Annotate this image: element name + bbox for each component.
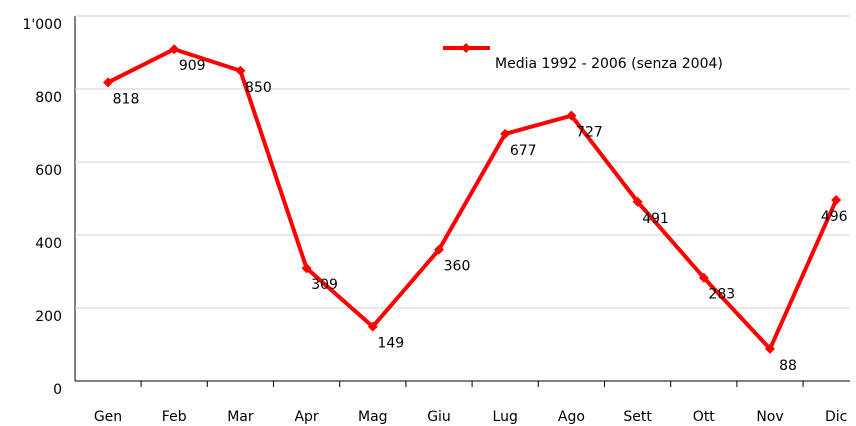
y-tick-label: 200 [35, 309, 62, 325]
marker [765, 343, 775, 354]
x-tick-label: Feb [162, 409, 187, 425]
data-label: 909 [179, 58, 206, 74]
marker [500, 128, 511, 139]
x-tick-label: Apr [294, 409, 318, 425]
x-tick-label: Ago [558, 409, 585, 425]
x-tick-label: Dic [825, 409, 847, 425]
x-tick-label: Mag [358, 409, 388, 425]
x-tick-label: Giu [427, 409, 451, 425]
x-tick-label: Nov [756, 409, 783, 425]
data-label: 309 [311, 277, 338, 293]
data-label: 360 [444, 259, 471, 275]
x-tick-label: Gen [94, 409, 122, 425]
marker [103, 77, 113, 88]
data-label: 677 [510, 143, 537, 159]
x-tick-label: Sett [623, 409, 652, 425]
y-tick-label: 1'000 [23, 17, 62, 33]
marker [367, 321, 378, 332]
x-tick-label: Mar [227, 409, 254, 425]
marker [235, 65, 246, 76]
data-label: 727 [576, 125, 603, 141]
series-line [107, 47, 839, 351]
marker [698, 272, 709, 283]
data-label: 283 [708, 287, 735, 303]
marker [301, 263, 312, 274]
marker [632, 196, 643, 207]
marker [831, 194, 842, 205]
y-tick-label: 600 [35, 163, 62, 179]
y-tick-label: 0 [53, 382, 62, 398]
marker [566, 110, 577, 121]
x-tick-label: Ott [693, 409, 716, 425]
x-tick-label: Lug [493, 409, 518, 425]
data-label: 88 [779, 358, 797, 374]
y-tick-label: 400 [35, 236, 62, 252]
data-label: 496 [821, 209, 848, 225]
y-tick-label: 800 [35, 90, 62, 106]
marker [169, 44, 180, 55]
data-label: 149 [377, 336, 404, 352]
data-label: 818 [113, 91, 140, 107]
legend-marker [461, 43, 471, 53]
legend-label: Media 1992 - 2006 (senza 2004) [495, 56, 723, 72]
marker [434, 244, 444, 255]
data-label: 491 [642, 211, 669, 227]
data-label: 850 [245, 80, 272, 96]
